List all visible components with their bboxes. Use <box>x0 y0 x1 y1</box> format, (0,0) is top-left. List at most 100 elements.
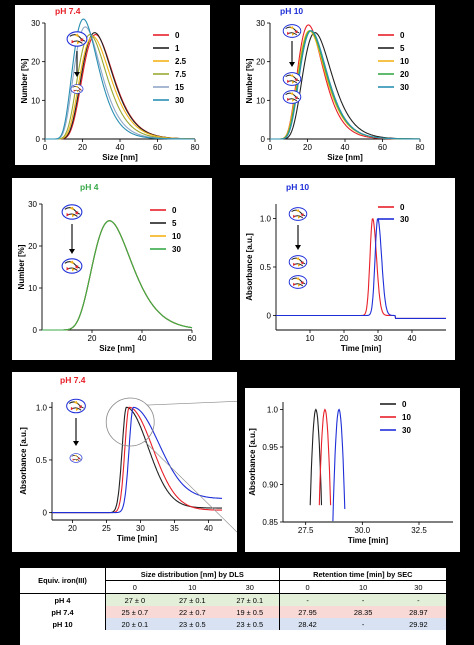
x-tick-label: 25 <box>102 524 111 533</box>
table-cell: 27 ± 0 <box>105 593 164 606</box>
x-tick-label: 20 <box>88 334 97 343</box>
legend-label: 2.5 <box>175 57 187 66</box>
zoom-line <box>143 440 237 533</box>
x-tick-label: 10 <box>306 334 315 343</box>
series-line <box>42 220 193 331</box>
y-tick-label: 30 <box>31 19 40 28</box>
x-tick-label: 20 <box>78 143 87 152</box>
table-cell: 23 ± 0.5 <box>178 619 206 629</box>
arrow-icon <box>74 51 80 77</box>
col-header: 10 <box>358 582 368 592</box>
series-line <box>45 18 195 140</box>
arrow-icon <box>69 224 75 254</box>
y-tick-label: 0 <box>267 311 272 320</box>
row-label: pH 7.4 <box>20 606 106 618</box>
arrow-icon <box>73 418 79 446</box>
y-tick-label: 0.5 <box>36 456 48 465</box>
chart-c: pH 4 20 40 60 0 10 20 30 Size [nm] Number [%] 0 5 10… <box>17 182 197 353</box>
table-cell: 27 ± 0.1 <box>178 595 206 605</box>
y-axis-label: Absorbance [a.u.] <box>248 428 257 496</box>
col-header: 10 <box>188 582 197 592</box>
legend-label: 5 <box>400 44 405 53</box>
y-tick-label: 1.0 <box>267 406 279 415</box>
col-header: 0 <box>105 580 164 594</box>
x-tick-label: 40 <box>204 524 213 533</box>
series-line <box>318 408 332 506</box>
chart-title: pH 4 <box>80 182 99 192</box>
chart-d: pH 10 10 20 30 40 0 0.5 1.0 Time [min] Absorbance… <box>245 182 446 353</box>
legend-label: 30 <box>400 83 409 92</box>
particle-icon <box>66 398 86 414</box>
table-cell: 27.95 <box>278 606 336 618</box>
table-cell: 27 ± 0.1 <box>236 595 264 605</box>
series-line <box>332 408 346 522</box>
chart-title: pH 10 <box>280 6 303 16</box>
series-line <box>276 218 446 319</box>
legend-label: 30 <box>172 245 181 254</box>
y-tick-label: 0.90 <box>262 481 278 490</box>
chart-title: pH 7.4 <box>55 6 81 16</box>
summary-table: Equiv. iron(III) Size distribution [nm] … <box>20 568 446 645</box>
legend-label: 10 <box>172 232 181 241</box>
legend-label: 20 <box>400 70 409 79</box>
chart-title: pH 7.4 <box>60 375 86 385</box>
y-tick-label: 0.5 <box>260 263 272 272</box>
y-tick-label: 0 <box>33 326 38 335</box>
particle-icon <box>282 24 302 38</box>
y-tick-label: 20 <box>28 242 37 251</box>
table-row: pH 10 20 ± 0.1 23 ± 0.5 23 ± 0.5 28.42 - 29.92 <box>20 618 446 630</box>
legend-label: 0 <box>400 203 405 212</box>
y-tick-label: 0.85 <box>262 518 278 527</box>
chart-f: 27.5 30.0 32.5 0.85 0.90 0.95 1.0 Time [min] Abs… <box>248 400 453 545</box>
legend-label: 0 <box>172 206 177 215</box>
x-tick-label: 20 <box>340 334 349 343</box>
legend-label: 30 <box>175 96 184 105</box>
table-body: pH 4 27 ± 0 27 ± 0.1 27 ± 0.1- - - pH 7.4 25 ± … <box>20 593 446 630</box>
series-line <box>309 408 323 506</box>
x-axis-label: Time [min] <box>348 536 389 545</box>
zoom-circle <box>105 397 155 447</box>
chart-b: pH 10 0 20 40 60 80 0 10 20 30 Size [nm] Number [%]… <box>245 6 425 162</box>
panel-b: pH 10 0 20 40 60 80 0 10 20 30 Size [nm] Number [%]… <box>240 5 435 165</box>
x-tick-label: 40 <box>138 334 147 343</box>
table-cell: 19 ± 0.5 <box>236 607 264 617</box>
legend-label: 1 <box>175 44 180 53</box>
y-axis-label: Absorbance [a.u.] <box>245 233 254 301</box>
particle-icon <box>61 204 83 220</box>
y-axis-label: Number [%] <box>20 58 29 103</box>
x-axis-label: Size [nm] <box>102 153 138 162</box>
series-line <box>52 406 223 514</box>
y-tick-label: 30 <box>28 200 37 209</box>
y-tick-label: 1.0 <box>260 215 272 224</box>
data-table: Equiv. iron(III) Size distribution [nm] … <box>20 568 446 630</box>
x-tick-label: 80 <box>416 143 425 152</box>
arrow-icon <box>295 225 301 250</box>
y-axis-label: Number [%] <box>245 58 254 103</box>
y-tick-label: 0 <box>261 135 266 144</box>
y-tick-label: 0.95 <box>262 443 278 452</box>
table-cell: 29.92 <box>409 619 428 629</box>
y-tick-label: 10 <box>31 96 40 105</box>
panel-d: pH 10 10 20 30 40 0 0.5 1.0 Time [min] Absorbance… <box>240 178 455 360</box>
particle-icon <box>282 72 302 86</box>
x-tick-label: 30 <box>136 524 145 533</box>
x-axis-label: Time [min] <box>341 344 382 353</box>
table-cell: 23 ± 0.5 <box>236 619 264 629</box>
x-axis-label: Size [nm] <box>327 153 363 162</box>
y-axis-label: Absorbance [a.u.] <box>19 427 28 495</box>
table-cell: 22 ± 0.7 <box>178 607 206 617</box>
series-line <box>42 220 193 331</box>
y-tick-label: 0 <box>43 509 48 518</box>
y-tick-label: 0 <box>36 135 41 144</box>
row-label: pH 10 <box>20 618 106 630</box>
legend-label: 15 <box>175 83 184 92</box>
x-axis-label: Size [nm] <box>99 344 135 353</box>
y-tick-label: 30 <box>256 19 265 28</box>
series-line <box>42 220 193 331</box>
chart-e: pH 7.4 20 25 30 35 40 0 0.5 1.0 Time [min] Absorba… <box>19 375 237 543</box>
particle-icon <box>288 275 308 289</box>
series-line <box>270 30 420 140</box>
col-header-left: Equiv. iron(III) <box>20 568 106 594</box>
x-tick-label: 80 <box>191 143 200 152</box>
x-tick-label: 40 <box>341 143 350 152</box>
